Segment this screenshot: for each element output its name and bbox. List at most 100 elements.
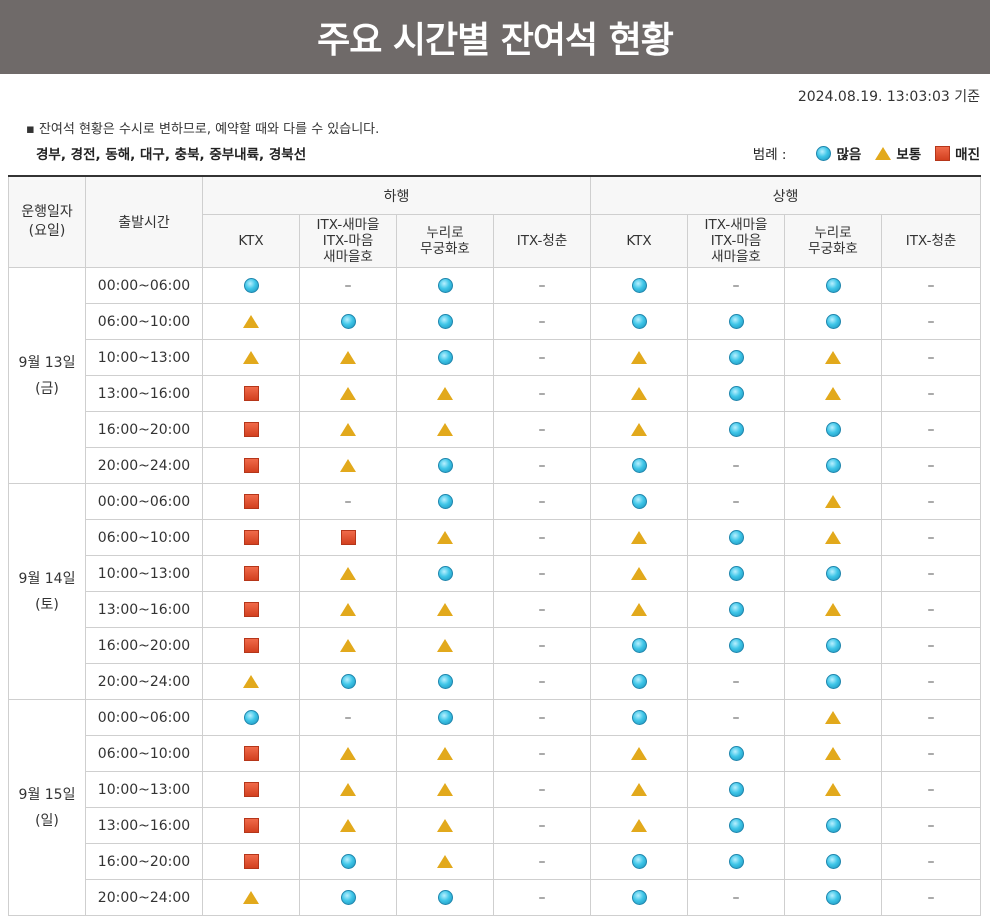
circle-icon — [728, 782, 744, 797]
circle-icon — [437, 710, 453, 725]
status-cell-down — [396, 627, 494, 664]
status-cell-down — [396, 555, 494, 592]
no-service-dash: – — [538, 421, 546, 438]
no-service-dash: – — [344, 277, 352, 294]
circle-icon — [437, 494, 453, 509]
no-service-dash: – — [927, 277, 935, 294]
no-service-dash: – — [538, 817, 546, 834]
table-row: 06:00~10:00 – – — [9, 303, 982, 340]
status-cell-up: – — [881, 879, 982, 916]
triangle-icon — [437, 819, 453, 832]
legend-label: 범례 : — [752, 147, 787, 163]
circle-icon — [631, 854, 647, 869]
triangle-icon — [631, 603, 648, 616]
circle-icon — [631, 674, 647, 689]
header-up-ktx: KTX — [590, 214, 689, 268]
triangle-icon — [825, 603, 842, 616]
status-cell-down — [299, 411, 397, 448]
status-cell-up — [784, 483, 883, 520]
legend-many-label: 많음 — [836, 147, 862, 163]
circle-icon — [340, 890, 356, 905]
table-row: 20:00~24:00 – – – — [9, 447, 982, 484]
time-cell: 20:00~24:00 — [85, 879, 203, 916]
status-cell-up — [784, 807, 883, 844]
timestamp: 2024.08.19. 13:03:03 기준 — [797, 89, 980, 105]
triangle-icon — [340, 603, 356, 616]
circle-icon — [728, 854, 744, 869]
weekday-label: (일) — [35, 812, 59, 829]
status-cell-down: – — [492, 447, 592, 484]
triangle-icon — [875, 146, 892, 160]
page-title: 주요 시간별 잔여석 현황 — [317, 20, 674, 61]
status-cell-up: – — [881, 519, 982, 556]
triangle-icon — [243, 891, 259, 904]
header-down-itx-saemaeul: ITX-새마을 ITX-마음 새마을호 — [299, 214, 397, 268]
circle-icon — [728, 638, 744, 653]
time-cell: 16:00~20:00 — [85, 411, 203, 448]
status-cell-down — [202, 663, 300, 700]
no-service-dash: – — [732, 277, 740, 294]
status-cell-up — [784, 411, 883, 448]
status-cell-down: – — [492, 591, 592, 628]
no-service-dash: – — [538, 853, 546, 870]
no-service-dash: – — [538, 601, 546, 618]
no-service-dash: – — [538, 385, 546, 402]
status-cell-up — [590, 807, 689, 844]
status-cell-down: – — [492, 339, 592, 376]
table-row: 9월 14일 (토) 00:00~06:00 – – – – — [8, 483, 982, 700]
status-cell-up — [590, 411, 689, 448]
time-cell: 13:00~16:00 — [85, 375, 203, 412]
status-cell-down — [299, 879, 397, 916]
time-cell: 10:00~13:00 — [85, 339, 203, 376]
triangle-icon — [437, 387, 453, 400]
status-cell-up: – — [881, 303, 982, 340]
status-cell-down: – — [492, 627, 592, 664]
status-cell-up — [590, 843, 689, 880]
status-cell-up: – — [881, 807, 982, 844]
status-cell-down — [202, 807, 300, 844]
triangle-icon — [340, 387, 356, 400]
table-row: 06:00~10:00 – – — [9, 735, 982, 772]
circle-icon — [631, 314, 647, 329]
status-cell-up — [784, 627, 883, 664]
status-cell-up — [784, 663, 883, 700]
status-cell-up — [590, 735, 689, 772]
time-cell: 13:00~16:00 — [85, 807, 203, 844]
status-cell-down — [396, 303, 494, 340]
triangle-icon — [631, 819, 648, 832]
square-icon — [243, 818, 259, 833]
status-cell-down — [202, 735, 300, 772]
time-cell: 16:00~20:00 — [85, 627, 203, 664]
no-service-dash: – — [344, 709, 352, 726]
triangle-icon — [437, 423, 453, 436]
table-row: 20:00~24:00 – – – — [9, 663, 982, 700]
time-cell: 20:00~24:00 — [85, 447, 203, 484]
status-cell-down — [396, 375, 494, 412]
status-cell-down: – — [492, 843, 592, 880]
triangle-icon — [631, 531, 648, 544]
circle-icon — [728, 350, 744, 365]
status-cell-up: – — [881, 555, 982, 592]
date-label: 9월 14일 — [18, 570, 76, 587]
status-cell-down: – — [492, 375, 592, 412]
status-cell-up — [687, 843, 786, 880]
status-cell-down — [202, 375, 300, 412]
triangle-icon — [340, 567, 356, 580]
status-cell-up — [590, 267, 689, 304]
status-cell-up: – — [881, 411, 982, 448]
no-service-dash: – — [927, 313, 935, 330]
square-icon — [935, 145, 951, 161]
status-cell-up — [687, 555, 786, 592]
triangle-icon — [340, 351, 356, 364]
status-cell-up: – — [881, 771, 982, 808]
status-cell-down — [299, 627, 397, 664]
circle-icon — [825, 314, 841, 329]
triangle-icon — [437, 603, 453, 616]
circle-icon — [631, 494, 647, 509]
status-cell-up: – — [881, 375, 982, 412]
status-cell-up — [784, 699, 883, 736]
status-cell-down — [396, 879, 494, 916]
circle-icon — [728, 422, 744, 437]
circle-icon — [631, 278, 647, 293]
date-cell: 9월 14일 (토) — [8, 483, 86, 700]
